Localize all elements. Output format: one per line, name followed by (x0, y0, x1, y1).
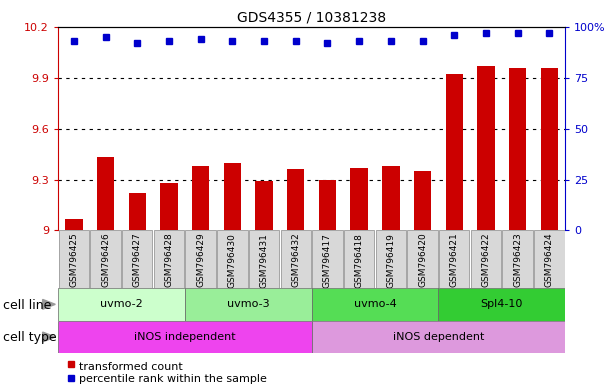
Bar (249, 230, 279, 288)
Bar (477, 66, 495, 230)
Bar (186, 230, 216, 288)
Text: GSM796421: GSM796421 (450, 233, 459, 288)
Text: GSM796431: GSM796431 (260, 233, 269, 288)
Text: cell line: cell line (3, 299, 51, 312)
Bar (414, 171, 431, 230)
Text: GSM796432: GSM796432 (291, 233, 300, 288)
Text: GSM796418: GSM796418 (354, 233, 364, 288)
Text: percentile rank within the sample: percentile rank within the sample (79, 374, 267, 384)
Text: GSM796429: GSM796429 (196, 233, 205, 288)
Text: cell type: cell type (3, 331, 57, 344)
Bar (534, 230, 565, 288)
Text: GSM796423: GSM796423 (513, 233, 522, 288)
Text: GSM796419: GSM796419 (386, 233, 395, 288)
Bar (344, 230, 375, 288)
Text: GSM796420: GSM796420 (418, 233, 427, 288)
Text: GSM796422: GSM796422 (481, 233, 491, 287)
Bar (224, 162, 241, 230)
Bar (160, 183, 178, 230)
Bar (502, 230, 533, 288)
Bar (128, 193, 146, 230)
Bar (192, 166, 210, 230)
Text: GSM796428: GSM796428 (164, 233, 174, 288)
Bar (280, 230, 311, 288)
Text: transformed count: transformed count (79, 362, 183, 372)
Bar (122, 230, 153, 288)
Bar (408, 230, 437, 288)
Bar (470, 230, 501, 288)
Bar (312, 230, 343, 288)
Bar (90, 230, 121, 288)
Bar (154, 230, 184, 288)
Text: GSM796426: GSM796426 (101, 233, 110, 288)
Bar (541, 68, 558, 230)
Bar (312, 288, 439, 321)
Text: GSM796427: GSM796427 (133, 233, 142, 288)
Text: uvmo-2: uvmo-2 (100, 299, 143, 310)
Bar (509, 68, 526, 230)
Bar (185, 288, 312, 321)
Bar (59, 230, 89, 288)
Bar (58, 321, 312, 353)
Polygon shape (43, 300, 55, 309)
Bar (97, 157, 114, 230)
Bar (217, 230, 247, 288)
Text: GSM796424: GSM796424 (545, 233, 554, 287)
Bar (255, 181, 273, 230)
Text: GSM796430: GSM796430 (228, 233, 237, 288)
Polygon shape (43, 332, 55, 342)
Text: uvmo-3: uvmo-3 (227, 299, 269, 310)
Bar (439, 230, 469, 288)
Text: GSM796425: GSM796425 (70, 233, 78, 288)
Bar (351, 168, 368, 230)
Bar (58, 288, 185, 321)
Bar (445, 74, 463, 230)
Text: Spl4-10: Spl4-10 (481, 299, 523, 310)
Title: GDS4355 / 10381238: GDS4355 / 10381238 (237, 10, 386, 24)
Bar (312, 321, 565, 353)
Bar (319, 179, 336, 230)
Text: uvmo-4: uvmo-4 (354, 299, 397, 310)
Bar (376, 230, 406, 288)
Bar (439, 288, 565, 321)
Bar (382, 166, 400, 230)
Text: iNOS independent: iNOS independent (134, 332, 236, 342)
Text: GSM796417: GSM796417 (323, 233, 332, 288)
Bar (287, 169, 304, 230)
Bar (65, 218, 82, 230)
Text: iNOS dependent: iNOS dependent (393, 332, 484, 342)
